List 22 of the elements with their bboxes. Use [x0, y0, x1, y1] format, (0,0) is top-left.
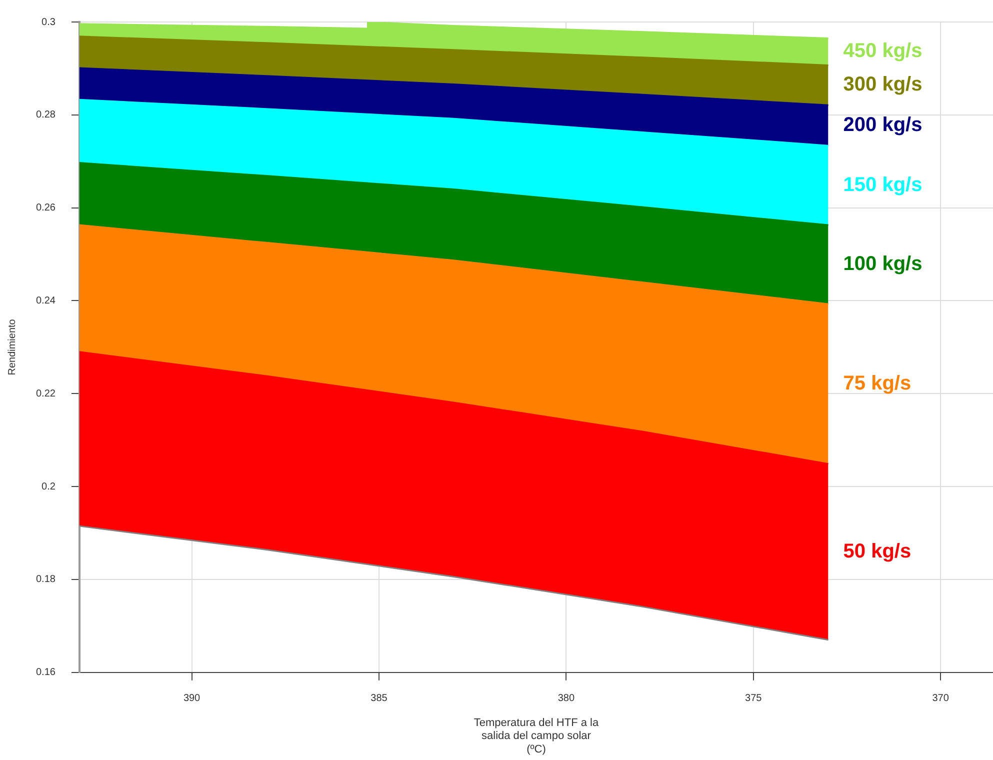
y-tick-label: 0.22	[36, 388, 56, 400]
series-label: 450 kg/s	[843, 40, 922, 62]
series-label: 150 kg/s	[843, 174, 922, 196]
y-tick-label: 0.3	[42, 16, 56, 28]
y-tick-label: 0.18	[36, 574, 56, 586]
x-tick-label: 370	[932, 693, 950, 704]
series-label: 200 kg/s	[843, 114, 922, 136]
series-label: 75 kg/s	[843, 372, 912, 394]
x-tick-label: 390	[183, 693, 201, 704]
series-label: 100 kg/s	[843, 253, 922, 276]
series-label: 300 kg/s	[843, 74, 922, 96]
y-tick-label: 0.16	[36, 667, 56, 678]
x-axis-title: Temperatura del HTF a la salida del campo solar (ºC)	[474, 717, 600, 756]
y-tick-label: 0.26	[36, 202, 56, 214]
y-tick-label: 0.28	[36, 110, 56, 121]
y-tick-label: 0.2	[42, 481, 56, 492]
y-axis-title: Rendimiento	[6, 318, 18, 376]
x-tick-label: 380	[558, 693, 575, 704]
series-label: 50 kg/s	[843, 540, 912, 562]
x-tick-label: 375	[745, 693, 762, 704]
x-tick-label: 385	[370, 693, 388, 704]
y-tick-label: 0.24	[36, 295, 56, 306]
